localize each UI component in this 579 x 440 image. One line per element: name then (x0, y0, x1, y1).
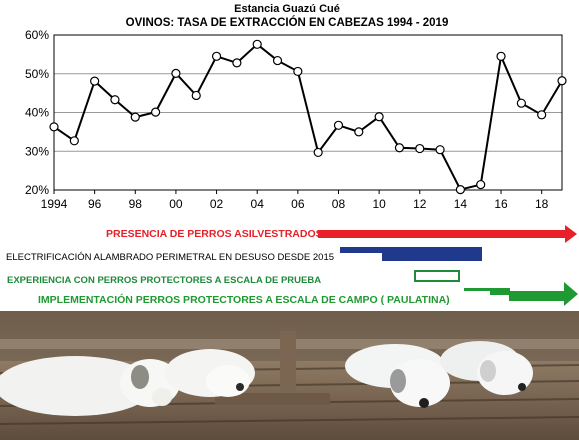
data-point (333, 120, 344, 130)
x-tick-label: 06 (291, 197, 305, 211)
data-point (557, 76, 567, 86)
x-tick-label: 02 (210, 197, 224, 211)
label-prueba: EXPERIENCIA CON PERROS PROTECTORES A ESC… (7, 275, 322, 286)
series-line (53, 42, 563, 191)
x-tick-label: 14 (454, 197, 468, 211)
arrow-campo-body (509, 294, 567, 301)
bar-electrificacion-upper (340, 247, 482, 253)
x-tick-label: 96 (88, 197, 102, 211)
y-axis: 20% 30% 40% 50% 60% (25, 28, 49, 197)
data-point (232, 58, 242, 68)
data-point (374, 112, 384, 122)
plot-frame (53, 34, 563, 191)
data-point (496, 51, 506, 61)
x-tick-label: 1994 (41, 197, 68, 211)
data-point (110, 95, 120, 105)
x-tick-label: 04 (251, 197, 265, 211)
data-point (313, 147, 323, 158)
arrow-campo-thin (464, 288, 510, 291)
label-campo: IMPLEMENTACIÓN PERROS PROTECTORES A ESCA… (38, 294, 450, 306)
label-electrificacion: ELECTRIFICACIÓN ALAMBRADO PERIMETRAL EN … (6, 252, 335, 263)
data-point (415, 143, 425, 154)
data-point (516, 98, 526, 108)
data-point (537, 110, 547, 120)
data-point (354, 127, 364, 137)
arrow-head-perros-asilvestrados (565, 225, 577, 243)
box-prueba (414, 270, 460, 282)
x-tick-label: 12 (413, 197, 427, 211)
x-tick-label: 00 (169, 197, 183, 211)
photo-guardian-dogs (0, 311, 579, 440)
chart-subtitle: OVINOS: TASA DE EXTRACCIÓN EN CABEZAS 19… (126, 16, 449, 29)
data-point (435, 145, 445, 155)
data-point (90, 76, 100, 86)
label-perros-asilvestrados: PRESENCIA DE PERROS ASILVESTRADOS (106, 228, 323, 240)
data-point (272, 55, 283, 66)
data-point (211, 51, 222, 61)
x-tick-label: 98 (129, 197, 143, 211)
data-point (252, 39, 262, 49)
y-tick-label: 30% (25, 144, 49, 158)
data-point (130, 112, 140, 122)
x-axis: 1994 96 98 00 02 04 06 08 10 12 14 16 18 (41, 190, 549, 211)
line-chart: Estancia Guazú Cué OVINOS: TASA DE EXTRA… (25, 3, 567, 211)
data-point (69, 136, 79, 146)
y-tick-label: 20% (25, 183, 49, 197)
data-point (49, 122, 59, 132)
data-point (394, 143, 405, 153)
data-point (191, 90, 201, 101)
bar-electrificacion-lower (382, 253, 482, 261)
data-points (49, 39, 567, 195)
data-point (476, 179, 486, 190)
x-tick-label: 10 (372, 197, 386, 211)
data-point (455, 185, 465, 195)
x-tick-label: 16 (494, 197, 508, 211)
y-tick-label: 40% (25, 106, 49, 120)
arrow-perros-asilvestrados (318, 230, 566, 238)
arrow-campo-mid (490, 291, 566, 295)
y-tick-label: 50% (25, 67, 49, 81)
chart-title: Estancia Guazú Cué (234, 3, 340, 15)
data-point (293, 66, 303, 77)
data-point (171, 68, 181, 78)
y-tick-label: 60% (25, 28, 49, 42)
x-tick-label: 08 (332, 197, 346, 211)
x-tick-label: 18 (535, 197, 549, 211)
data-point (151, 107, 161, 117)
arrow-head-campo (564, 282, 578, 306)
